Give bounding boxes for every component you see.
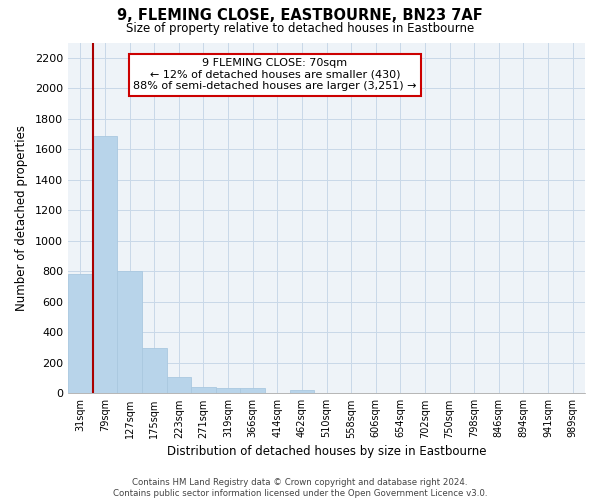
Bar (167, 376, 191, 394)
Bar (117, 272, 142, 394)
Text: 9 FLEMING CLOSE: 70sqm
← 12% of detached houses are smaller (430)
88% of semi-de: 9 FLEMING CLOSE: 70sqm ← 12% of detached… (133, 58, 416, 92)
Bar (191, 387, 216, 394)
Bar (92, 136, 117, 394)
Text: 9, FLEMING CLOSE, EASTBOURNE, BN23 7AF: 9, FLEMING CLOSE, EASTBOURNE, BN23 7AF (117, 8, 483, 22)
Text: Size of property relative to detached houses in Eastbourne: Size of property relative to detached ho… (126, 22, 474, 35)
Bar (216, 388, 241, 394)
X-axis label: Distribution of detached houses by size in Eastbourne: Distribution of detached houses by size … (167, 444, 486, 458)
Bar (142, 348, 167, 394)
Text: Contains HM Land Registry data © Crown copyright and database right 2024.
Contai: Contains HM Land Registry data © Crown c… (113, 478, 487, 498)
Bar (241, 388, 265, 394)
Bar (68, 274, 92, 394)
Bar (290, 390, 314, 394)
Y-axis label: Number of detached properties: Number of detached properties (15, 125, 28, 311)
